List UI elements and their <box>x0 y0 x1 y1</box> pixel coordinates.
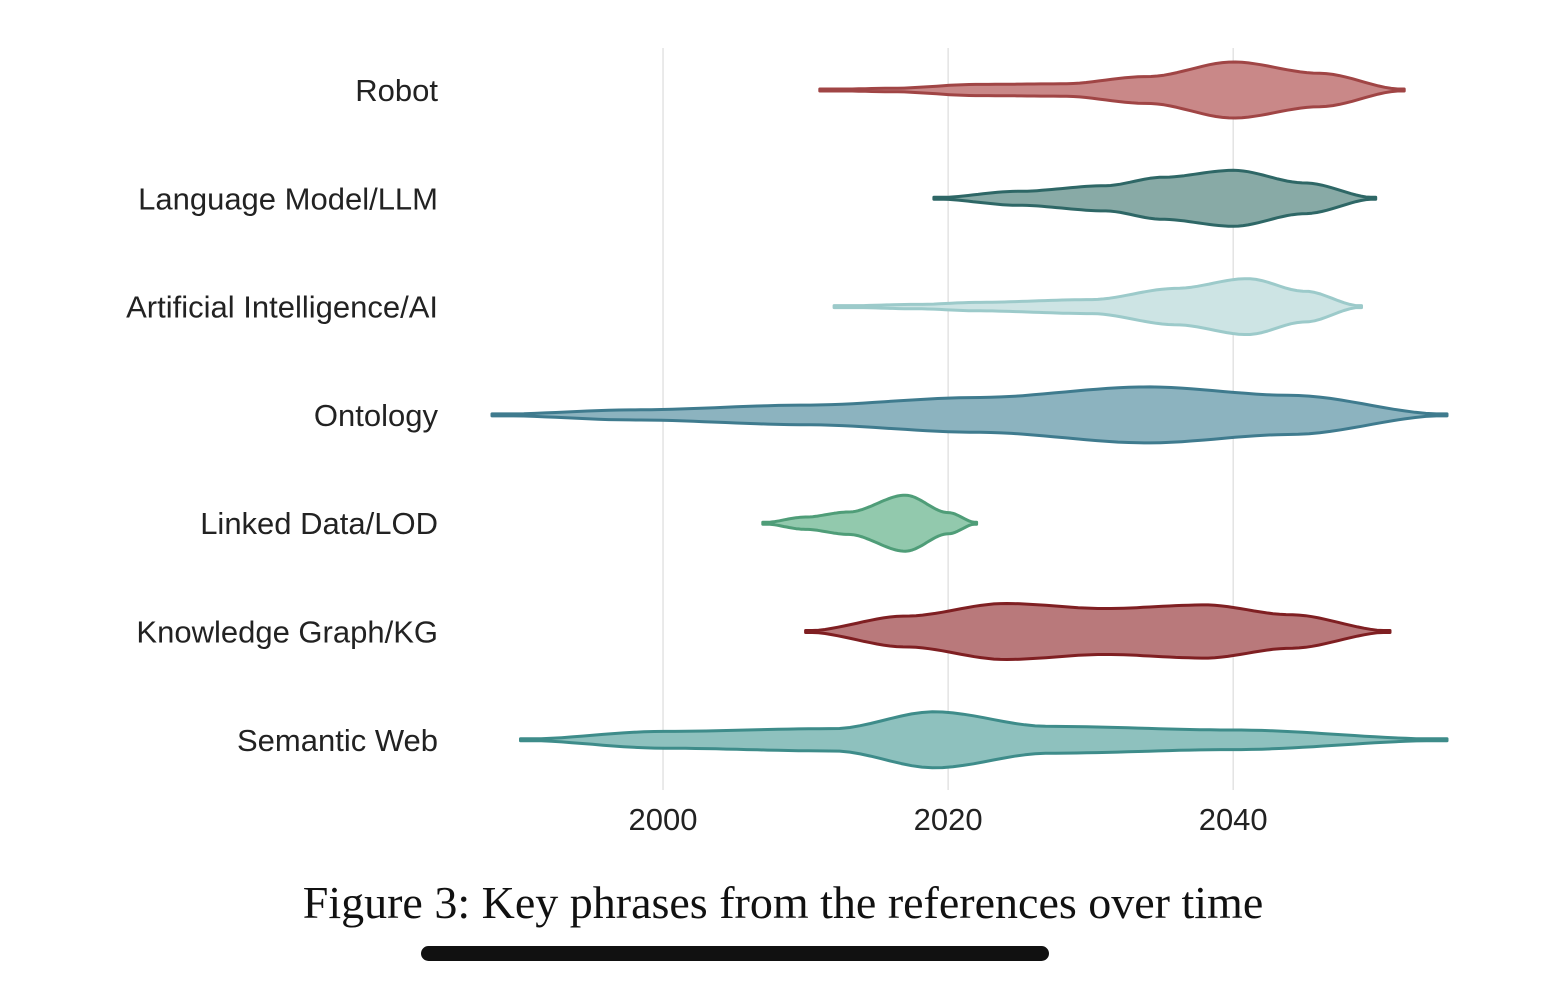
violins <box>490 60 1449 770</box>
category-label-semantic-web: Semantic Web <box>237 723 438 758</box>
category-labels: Robot Language Model/LLM Artificial Intell… <box>126 73 438 758</box>
violin-language-model-llm <box>932 168 1378 228</box>
x-tick-label-2040: 2040 <box>1199 802 1268 837</box>
figure-caption: Figure 3: Key phrases from the reference… <box>302 877 1264 928</box>
category-label-language-model-llm: Language Model/LLM <box>138 181 438 216</box>
violin-semantic-web <box>519 710 1449 770</box>
violin-ontology <box>490 385 1449 445</box>
violin-linked-data-lod <box>761 493 979 553</box>
x-tick-label-2000: 2000 <box>629 802 698 837</box>
violin-artificial-intelligence-ai <box>832 277 1363 336</box>
x-tick-label-2020: 2020 <box>914 802 983 837</box>
category-label-linked-data-lod: Linked Data/LOD <box>200 506 438 541</box>
violin-chart: Robot Language Model/LLM Artificial Intell… <box>126 48 1449 837</box>
violin-knowledge-graph-kg <box>804 602 1392 661</box>
x-axis-ticks: 2000 2020 2040 <box>629 802 1268 837</box>
category-label-ontology: Ontology <box>314 398 439 433</box>
category-label-knowledge-graph-kg: Knowledge Graph/KG <box>136 615 438 650</box>
violin-robot <box>818 60 1406 120</box>
category-label-artificial-intelligence-ai: Artificial Intelligence/AI <box>126 290 438 325</box>
category-label-robot: Robot <box>355 73 438 108</box>
home-indicator <box>421 946 1049 961</box>
